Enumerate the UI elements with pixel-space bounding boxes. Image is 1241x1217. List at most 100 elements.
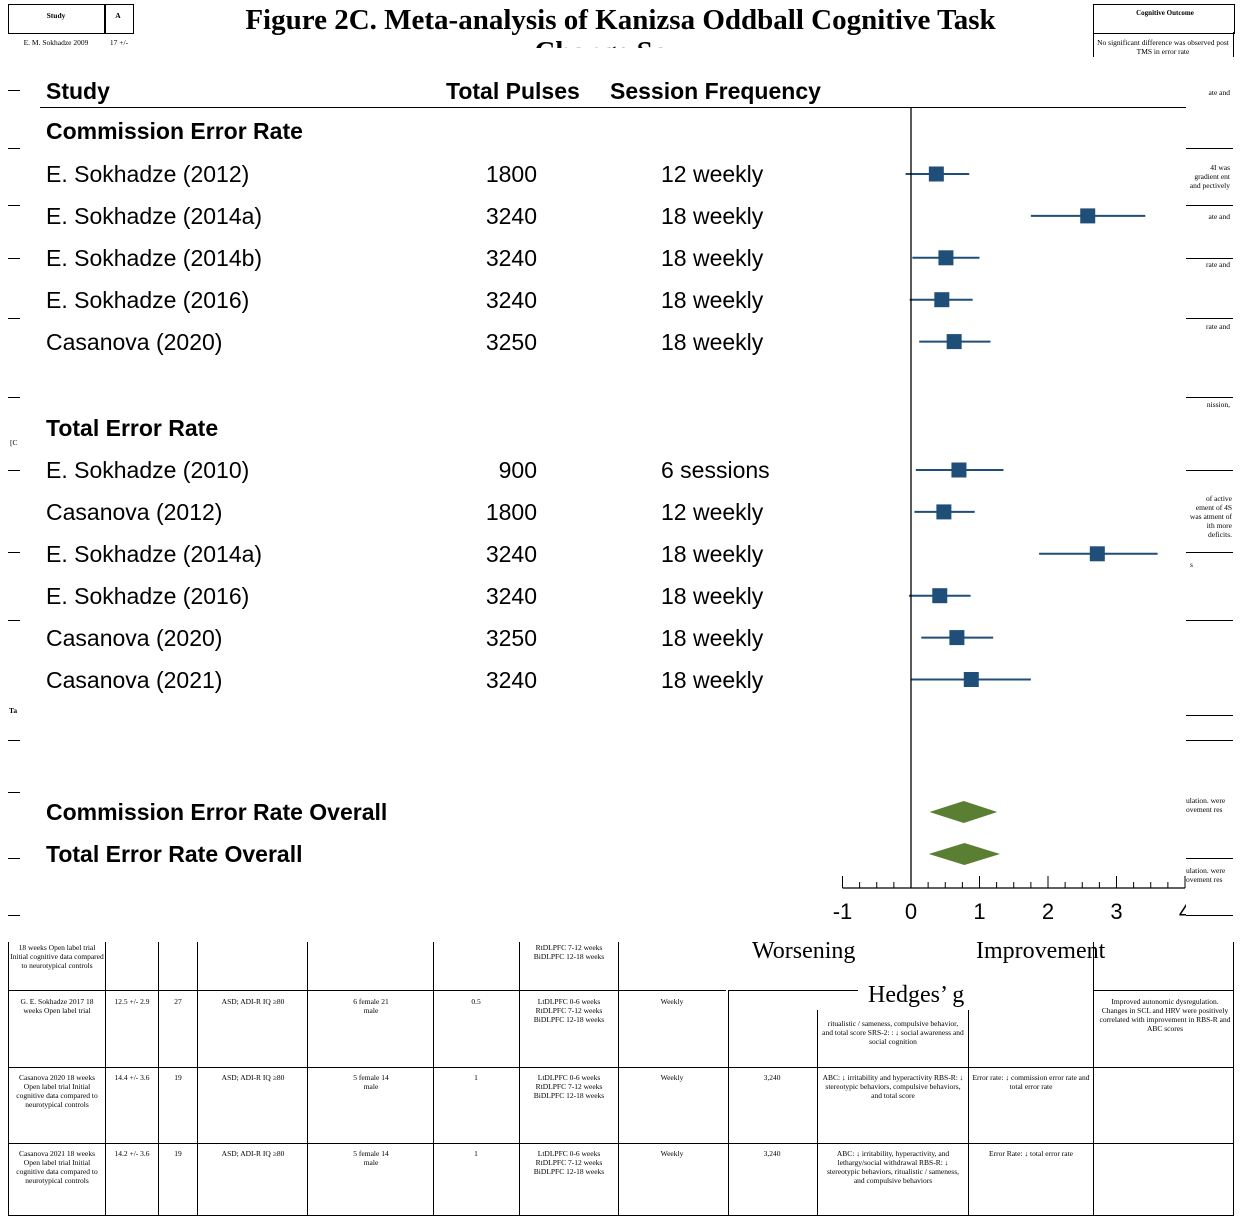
bg-hline: [8, 858, 20, 859]
bg-vline: [158, 942, 159, 1216]
study-name: Casanova (2021): [46, 666, 223, 693]
study-frequency: 6 sessions: [661, 457, 770, 483]
study-pulses: 3250: [485, 624, 537, 651]
bg-rc-freq: Weekly: [660, 1073, 684, 1082]
bg-hline: [1186, 915, 1233, 916]
bg-rc-sex: 5 female 14 male: [353, 1073, 389, 1091]
study-frequency: 18 weekly: [661, 328, 764, 355]
bg-vline: [105, 942, 106, 1216]
bg-frag-c: [C: [10, 438, 18, 447]
bg-vline: [817, 1010, 818, 1216]
bg-rc-dx: ASD; ADI-R IQ ≥80: [221, 1073, 285, 1082]
bg-frag-ta: Ta: [9, 706, 18, 715]
bg-rd-pulses: 3,240: [763, 1149, 781, 1158]
study-name: E. Sokhadze (2014a): [46, 202, 263, 229]
study-name: Casanova (2020): [46, 624, 223, 651]
bg-vline: [197, 942, 198, 1216]
group-heading: Commission Error Rate: [46, 118, 303, 144]
overall-diamond: [928, 843, 1001, 865]
bg-hline: [8, 1067, 1233, 1068]
study-name: Casanova (2020): [46, 328, 223, 355]
bg-rb-site: LtDLPFC 0-6 weeks RtDLPFC 7-12 weeks BiD…: [533, 997, 605, 1024]
effect-marker: [928, 166, 944, 182]
bg-frag-right: rate and: [1206, 260, 1230, 269]
x-tick-label: 0: [905, 899, 917, 924]
bg-hline: [1186, 397, 1233, 398]
study-frequency: 18 weekly: [661, 286, 764, 313]
axis-title: Hedges’ g: [868, 982, 965, 1008]
bg-header-cell: [1093, 4, 1235, 34]
bg-hline: [8, 1215, 1233, 1216]
figure-title: Figure 2C. Meta-analysis of Kanizsa Oddb…: [245, 4, 996, 36]
bg-frag-right: ate and: [1208, 212, 1230, 221]
effect-marker: [946, 334, 962, 350]
overall-diamond: [929, 801, 998, 823]
bg-hline: [8, 397, 20, 398]
bg-frag-right: 4I was gradient ent and pectively: [1189, 163, 1230, 190]
study-name: E. Sokhadze (2014a): [46, 540, 263, 567]
study-frequency: 18 weekly: [661, 540, 764, 567]
study-pulses: 3250: [485, 328, 537, 355]
study-name: E. Sokhadze (2012): [46, 161, 250, 187]
bg-frag-right: nission,: [1206, 400, 1230, 409]
bg-hline: [728, 990, 858, 991]
bg-hdr-age: A: [115, 11, 121, 20]
bg-hline: [8, 915, 20, 916]
bg-rb-age: 12.5 +/- 2.9: [114, 997, 150, 1006]
effect-marker: [1089, 546, 1105, 562]
bg-vline: [618, 942, 619, 1216]
bg-frag-right: ulation. were ovement res: [1186, 796, 1226, 814]
study-name: E. Sokhadze (2010): [46, 457, 250, 483]
bg-hline: [1186, 740, 1233, 741]
bg-rc-behav: ABC: ↓ irritability and hyperactivity RB…: [822, 1073, 964, 1100]
bg-r1-outcome: No significant difference was observed p…: [1097, 38, 1229, 56]
bg-r1-age: 17 +/-: [109, 38, 129, 47]
bg-hline: [8, 258, 20, 259]
bg-hline: [1186, 620, 1233, 621]
bg-rc-intensity: 1: [474, 1073, 478, 1082]
bg-hline: [8, 148, 20, 149]
bg-hline: [8, 90, 20, 91]
bg-hline: [8, 792, 20, 793]
forest-plot-panel: Study Total Pulses Session Frequency Com…: [20, 62, 1186, 942]
figure-title-line2: Change Sc: [470, 36, 730, 48]
bg-rb-behav: ritualistic / sameness, compulsive behav…: [822, 1019, 964, 1046]
effect-marker: [938, 250, 954, 266]
study-pulses: 3240: [485, 666, 537, 693]
bg-rc-n: 19: [174, 1073, 182, 1082]
bg-rd-intensity: 1: [474, 1149, 478, 1158]
bg-rb-dx: ASD; ADI-R IQ ≥80: [221, 997, 285, 1006]
bg-header-cell: [8, 4, 106, 34]
study-name: Casanova (2012): [46, 498, 223, 525]
bg-hline: [1094, 990, 1233, 991]
x-tick-label: 1: [973, 899, 985, 924]
bg-rd-study: Casanova 2021 18 weeks Open label trial …: [16, 1149, 98, 1185]
effect-marker: [963, 672, 979, 687]
bg-frag-right: ulation. were ovement res: [1186, 866, 1226, 884]
bg-hline: [1186, 318, 1233, 319]
study-pulses: 1800: [485, 161, 537, 187]
study-pulses: 3240: [485, 244, 537, 271]
effect-marker: [949, 630, 965, 646]
x-tick-label: 3: [1110, 899, 1122, 924]
bg-vline: [1093, 942, 1094, 1216]
study-frequency: 18 weekly: [661, 666, 764, 693]
study-frequency: 12 weekly: [661, 161, 764, 187]
study-name: E. Sokhadze (2016): [46, 286, 250, 313]
col-header-frequency: Session Frequency: [610, 78, 821, 104]
effect-marker: [951, 462, 967, 478]
bg-hline: [1186, 552, 1233, 553]
bg-rd-cog: Error Rate: ↓ total error rate: [989, 1149, 1073, 1158]
bg-r1-study: E. M. Sokhadze 2009: [23, 38, 89, 47]
bg-hline: [8, 620, 20, 621]
bg-frag-right: ate and: [1208, 88, 1230, 97]
axis-right-label: Improvement: [976, 938, 1106, 964]
bg-hline: [8, 470, 20, 471]
study-pulses: 3240: [485, 582, 537, 609]
study-pulses: 1800: [485, 498, 537, 525]
bg-vline: [8, 942, 9, 1216]
bg-rc-pulses: 3,240: [763, 1073, 781, 1082]
x-tick-label: 4: [1179, 899, 1186, 924]
x-tick-label: -1: [833, 899, 853, 924]
study-frequency: 18 weekly: [661, 202, 764, 229]
